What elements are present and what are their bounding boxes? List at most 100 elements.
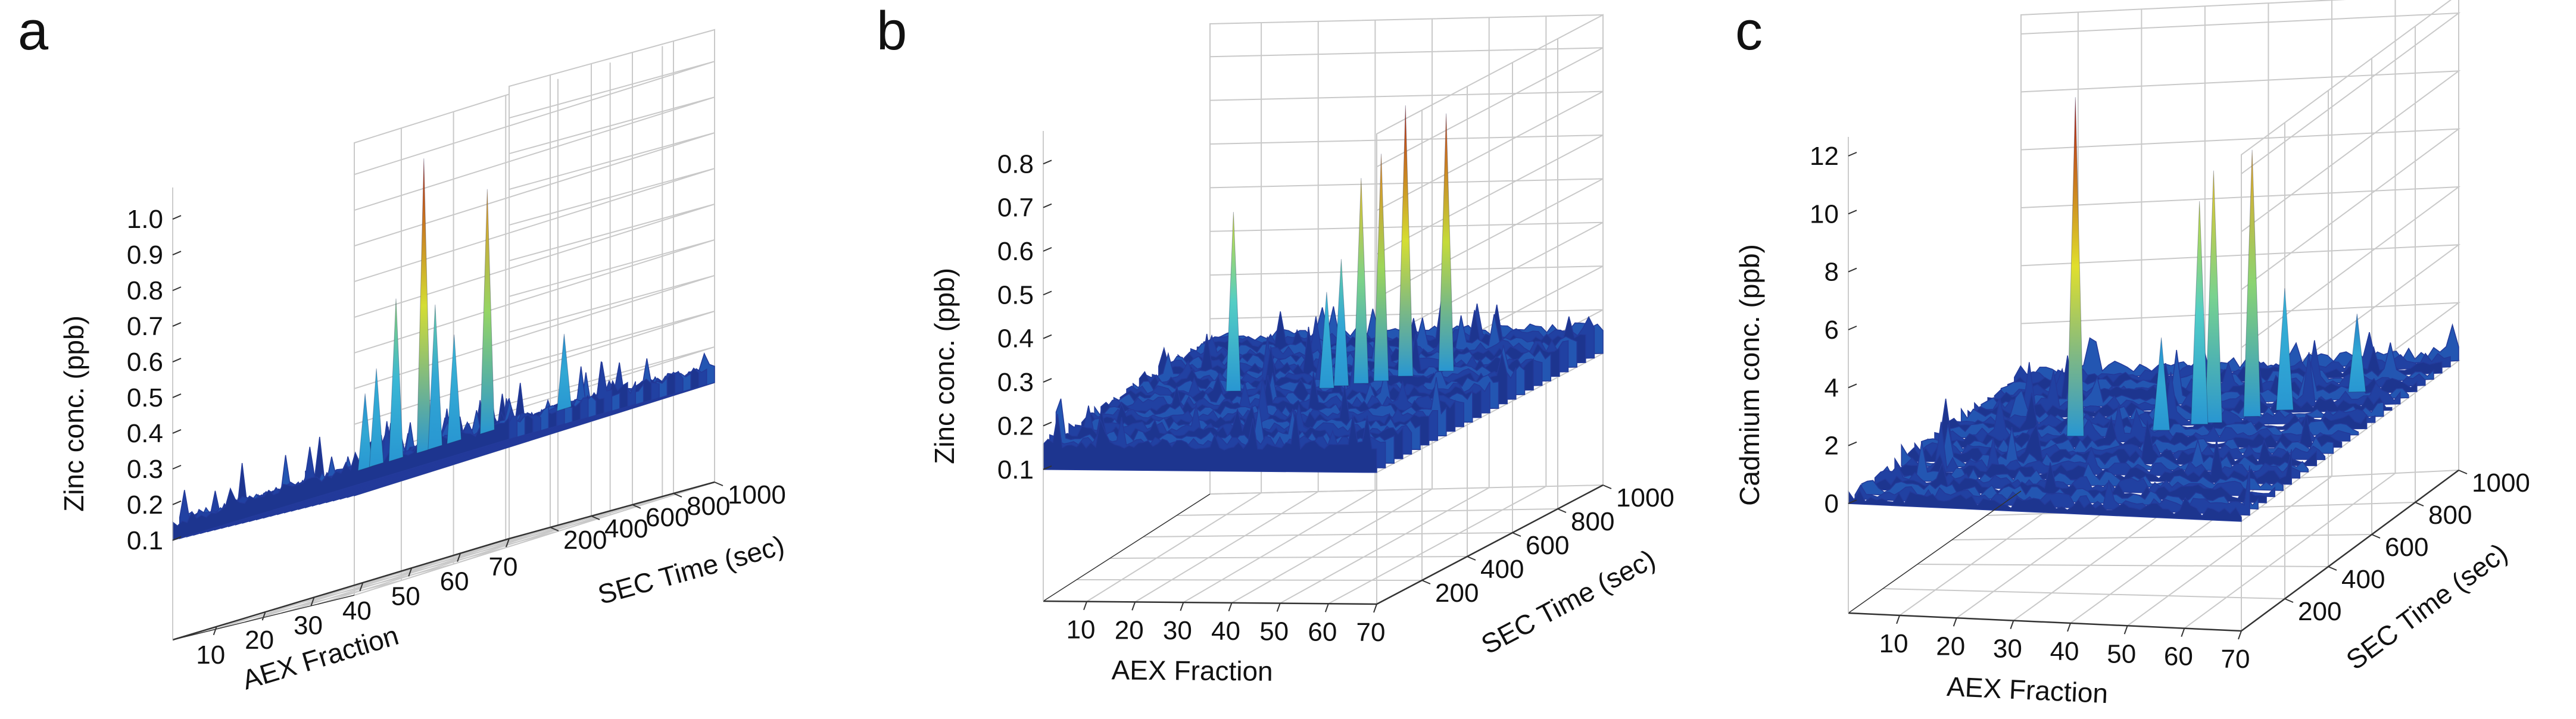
- z-tick-label: 0.3: [127, 455, 163, 484]
- y-tick-label: 600: [1526, 531, 1569, 560]
- z-axis-title: Zinc conc. (ppb): [58, 315, 89, 512]
- surface-peak: [1333, 259, 1349, 386]
- y-floor-gridline: [208, 527, 551, 632]
- y-floor-gridline: [1951, 534, 2372, 540]
- z-tick-label: 0.4: [127, 419, 163, 448]
- y-tick-label: 200: [563, 526, 607, 555]
- z-tick-label: 2: [1825, 432, 1839, 461]
- surface-peak: [2275, 288, 2294, 411]
- x-tick-label: 10: [1066, 615, 1096, 645]
- floor-edge-line: [1848, 490, 2022, 614]
- x-floor-gridline: [1280, 487, 1490, 604]
- x-tick-label: 50: [391, 582, 420, 611]
- surface-peak: [447, 335, 462, 445]
- y-floor-gridline: [281, 504, 633, 614]
- z-tick: [172, 358, 182, 362]
- surface-peak: [369, 368, 384, 468]
- z-tick-label: 0.5: [127, 383, 163, 412]
- panel-b: b 0.1 0.2 0.3 0.4 0.5 0.6 0.7 0.8 10 20 30 40 50 60 70…: [859, 0, 1717, 719]
- y-tick: [1421, 580, 1431, 584]
- z-tick-label: 10: [1810, 199, 1839, 229]
- y-floor-gridline: [1917, 564, 2329, 567]
- y-tick: [673, 493, 682, 498]
- z-tick-label: 12: [1810, 142, 1839, 171]
- x-tick: [457, 553, 461, 562]
- z-tick: [1043, 290, 1052, 296]
- y-floor-gridline: [1209, 484, 1604, 495]
- x-axis-title: AEX Fraction: [1946, 671, 2109, 709]
- x-tick: [1324, 603, 1329, 612]
- z-tick: [172, 429, 182, 434]
- z-tick-label: 0.4: [997, 324, 1034, 354]
- panel-a: a 0.1 0.2 0.3 0.4 0.5 0.6 0.7 0.8 0.9 1.0 10 20 30 40…: [0, 0, 859, 719]
- y-tick-label: 1000: [1616, 483, 1674, 512]
- x-axis-title: AEX Fraction: [1111, 654, 1273, 686]
- y-tick: [1602, 484, 1612, 489]
- x-tick: [1228, 602, 1233, 612]
- y-tick-label: 800: [1571, 507, 1614, 536]
- y-tick-label: 1000: [2472, 468, 2530, 498]
- z-tick-label: 0.3: [997, 368, 1034, 397]
- x-tick: [2238, 630, 2242, 640]
- x-tick-label: 70: [1356, 618, 1386, 647]
- y-tick: [2371, 534, 2381, 539]
- x-tick: [1180, 602, 1184, 611]
- y-tick: [2415, 502, 2424, 507]
- surface-chart: 0.1 0.2 0.3 0.4 0.5 0.6 0.7 0.8 0.9 1.0 10 20 30 40 50…: [58, 29, 788, 696]
- surface-peak: [2190, 201, 2209, 425]
- x-tick: [213, 626, 217, 636]
- z-tick: [1043, 334, 1052, 339]
- surface-peak: [2243, 149, 2261, 417]
- surface-peak: [1353, 178, 1369, 384]
- y-tick-label: 800: [2428, 501, 2472, 530]
- z-tick-label: 0.8: [127, 276, 163, 305]
- y-tick: [2328, 566, 2337, 571]
- panel-letter: a: [18, 1, 49, 61]
- x-tick: [310, 597, 315, 606]
- x-tick-label: 10: [196, 640, 225, 670]
- x-tick: [1276, 603, 1281, 612]
- x-tick-label: 70: [489, 552, 518, 582]
- y-tick: [1557, 508, 1567, 513]
- x-tick-label: 30: [1163, 616, 1192, 645]
- x-axis-line: [172, 537, 510, 641]
- z-tick: [172, 393, 182, 398]
- x-tick: [1083, 601, 1087, 610]
- z-tick: [1848, 267, 1857, 273]
- y-axis-line: [509, 481, 715, 540]
- z-tick: [1848, 152, 1857, 157]
- x-axis-line: [1848, 612, 2242, 632]
- z-tick-label: 8: [1825, 258, 1839, 287]
- x-axis-line: [1043, 600, 1377, 605]
- y-tick-label: 400: [604, 514, 648, 543]
- z-tick-label: 0.7: [997, 193, 1034, 223]
- y-tick-label: 600: [645, 503, 689, 532]
- y-tick: [2284, 598, 2294, 603]
- z-tick: [1848, 383, 1857, 389]
- y-tick: [591, 515, 600, 520]
- x-floor-gridline: [1183, 489, 1376, 603]
- x-tick-label: 50: [2107, 639, 2136, 668]
- surface-peak: [1319, 292, 1334, 389]
- x-floor-gridline: [1328, 486, 1546, 605]
- surface-peak: [479, 189, 495, 434]
- y-tick: [2458, 470, 2468, 474]
- surface-peak: [388, 298, 404, 462]
- x-floor-gridline: [2127, 476, 2332, 627]
- x-tick: [359, 582, 364, 592]
- z-tick-label: 0.2: [997, 411, 1034, 440]
- y-floor-gridline: [245, 515, 592, 623]
- z-tick: [1043, 203, 1052, 208]
- y-floor-gridline: [1143, 532, 1513, 537]
- z-tick-label: 4: [1825, 373, 1839, 402]
- z-tick: [1848, 441, 1857, 446]
- z-tick-label: 0.6: [127, 348, 163, 377]
- y-tick-label: 200: [1435, 579, 1479, 608]
- surface-peak: [1225, 212, 1242, 392]
- x-tick-label: 30: [1993, 634, 2022, 664]
- y-axis-line: [1376, 484, 1604, 605]
- surface-peak: [1398, 105, 1414, 377]
- z-tick-label: 1.0: [127, 205, 163, 234]
- x-tick-label: 20: [1936, 632, 1965, 661]
- z-tick-label: 0.9: [127, 240, 163, 270]
